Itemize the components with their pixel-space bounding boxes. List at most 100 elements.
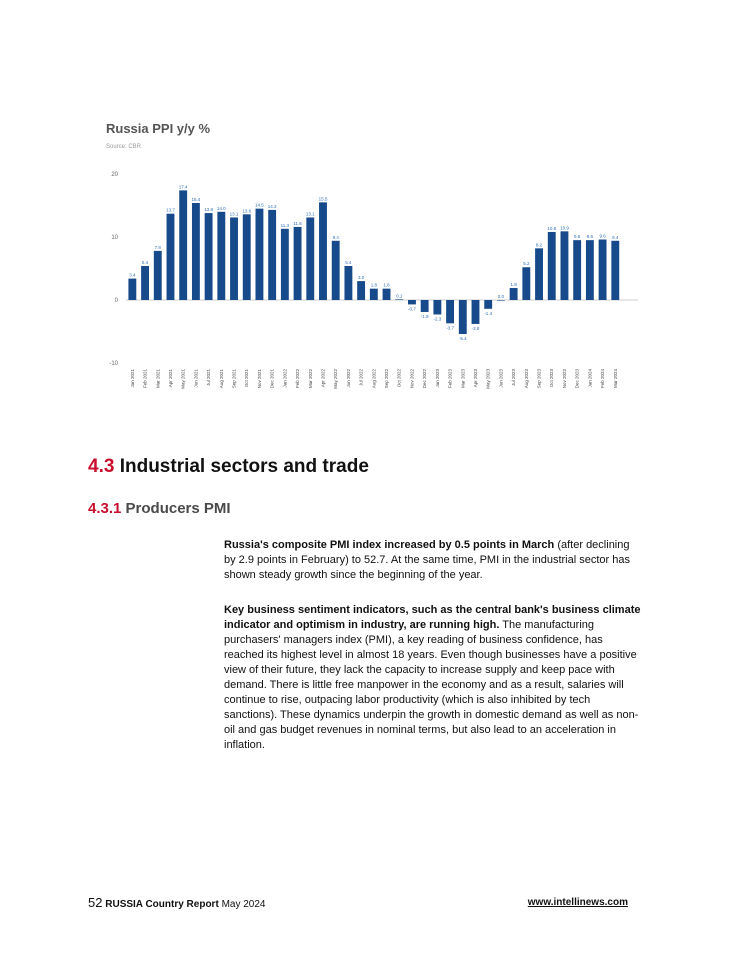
bar (331, 240, 340, 300)
x-tick-label: Sep 2023 (537, 369, 542, 389)
bar (191, 202, 200, 300)
data-label: 3.4 (129, 273, 136, 278)
data-label: 9.5 (587, 234, 594, 239)
bar (217, 211, 226, 300)
section-heading: 4.3 Industrial sectors and trade (88, 456, 369, 478)
data-label: 11.3 (281, 223, 290, 228)
bar (535, 248, 543, 300)
x-tick-label: Nov 2022 (409, 369, 414, 389)
data-label: -3.8 (472, 326, 480, 331)
data-label: 14.3 (268, 204, 277, 209)
ppi-bar-chart: 20 10 0 -10 3.4 Jan 2021 5.4 Feb 2021 7.8 Mar 202… (109, 172, 638, 389)
data-label: 9.4 (612, 235, 619, 240)
data-label: 1.8 (383, 283, 390, 288)
x-tick-label: Feb 2022 (295, 369, 300, 389)
x-tick-label: Apr 2021 (168, 369, 173, 388)
x-tick-label: Nov 2021 (257, 369, 262, 389)
data-label: 13.1 (306, 211, 315, 216)
bar (268, 209, 277, 300)
x-tick-label: Apr 2023 (473, 369, 478, 388)
chart-source: Source: CBR (106, 144, 142, 150)
data-label: 9.4 (333, 235, 340, 240)
data-label: 9.5 (574, 234, 581, 239)
bar (280, 228, 289, 300)
x-tick-label: Jun 2023 (498, 369, 503, 388)
data-label: 10.9 (560, 225, 569, 230)
x-tick-label: Jul 2021 (206, 369, 211, 387)
page-number: 52 (88, 895, 103, 910)
data-label: 9.6 (599, 234, 606, 239)
data-label: 0.1 (396, 293, 403, 298)
data-label: 5.4 (142, 260, 149, 265)
bar (369, 288, 378, 300)
bar (598, 239, 607, 300)
data-label: 17.4 (179, 184, 188, 189)
chart-title: Russia PPI y/y % (106, 121, 211, 136)
bar (395, 299, 404, 300)
section-number: 4.3 (88, 456, 115, 477)
bar (585, 240, 594, 300)
data-label: -1.4 (484, 311, 492, 316)
subsection-heading: 4.3.1 Producers PMI (88, 500, 231, 517)
data-label: 15.4 (192, 197, 201, 202)
website-link[interactable]: www.intellinews.com (527, 897, 628, 908)
bar (458, 300, 467, 335)
x-tick-label: Feb 2023 (448, 369, 453, 389)
bar (547, 231, 556, 300)
bar (230, 217, 238, 300)
x-tick-label: Apr 2022 (320, 369, 325, 388)
bar (509, 288, 518, 300)
x-tick-label: Aug 2021 (219, 369, 224, 389)
bar (522, 267, 531, 300)
bar (484, 300, 493, 309)
data-label: 13.8 (204, 207, 213, 212)
x-tick-label: Oct 2022 (397, 369, 402, 388)
bar (319, 202, 327, 300)
section-title: Industrial sectors and trade (119, 456, 369, 477)
data-label: -5.4 (459, 336, 467, 341)
x-tick-label: Sep 2022 (384, 369, 389, 389)
bar (141, 265, 150, 300)
y-tick-label: 20 (111, 172, 118, 178)
bar (382, 288, 391, 300)
x-tick-label: Sep 2021 (232, 369, 237, 389)
y-tick-label: -10 (109, 361, 118, 367)
x-tick-label: Dec 2022 (422, 369, 427, 389)
paragraph-text: The manufacturing purchasers' managers i… (224, 619, 639, 751)
bar (242, 214, 251, 300)
page-footer: 52 RUSSIA Country Report May 2024 www.in… (88, 895, 628, 910)
x-tick-label: Mar 2022 (308, 369, 313, 389)
x-tick-label: May 2023 (486, 369, 491, 389)
x-tick-label: Jul 2023 (511, 369, 516, 387)
x-tick-label: Jul 2022 (359, 369, 364, 387)
bar (344, 265, 353, 300)
bar (204, 213, 213, 300)
data-label: 3.0 (358, 275, 365, 280)
x-tick-label: Jan 2023 (435, 369, 440, 388)
paragraph-lead: Key business sentiment indicators, such … (224, 604, 641, 631)
bar (471, 300, 480, 324)
x-tick-label: Nov 2023 (562, 369, 567, 389)
data-label: 5.2 (523, 261, 530, 266)
x-tick-label: Mar 2024 (613, 369, 618, 389)
bar (446, 300, 455, 324)
x-tick-label: Jan 2021 (130, 369, 135, 388)
bar (357, 281, 366, 300)
paragraph-lead: Russia's composite PMI index increased b… (224, 539, 555, 551)
bar (128, 278, 137, 300)
bar (496, 300, 505, 301)
bar (293, 226, 302, 300)
data-label: 0.0 (498, 294, 505, 299)
y-tick-label: 0 (115, 298, 119, 304)
data-label: 13.1 (230, 211, 239, 216)
x-tick-label: May 2022 (333, 369, 338, 389)
x-tick-label: May 2021 (181, 369, 186, 389)
data-label: 1.9 (510, 282, 517, 287)
data-label: 14.5 (255, 203, 264, 208)
data-label: 8.2 (536, 242, 543, 247)
bar (179, 190, 188, 300)
data-label: 11.6 (293, 221, 302, 226)
x-tick-label: Aug 2023 (524, 369, 529, 389)
bar (306, 217, 315, 300)
